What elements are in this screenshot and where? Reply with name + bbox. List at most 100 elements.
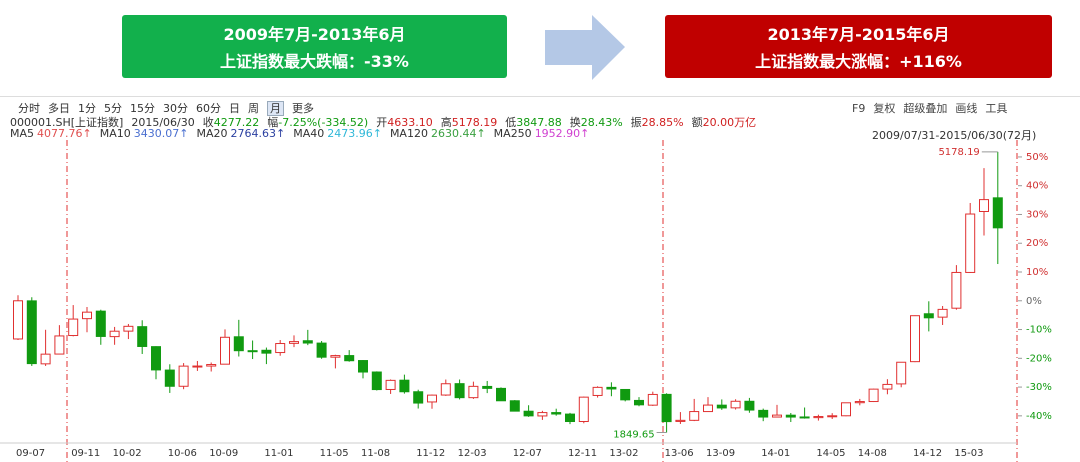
- x-tick-label: 11-01: [264, 448, 293, 459]
- candle-body: [192, 365, 203, 368]
- ma-row: MA5 4077.76↑ MA10 3430.07↑ MA20 2764.63↑ MA40 2…: [10, 127, 597, 140]
- candle-body: [675, 419, 686, 422]
- period-toolbar: 分时 多日 1分 5分 15分 30分 60分日周月更多: [18, 100, 322, 116]
- period-button[interactable]: 日: [229, 102, 240, 115]
- info-label: 收: [202, 116, 214, 129]
- symbol: 000001.SH[上证指数]: [10, 116, 124, 129]
- period-button[interactable]: 月: [267, 101, 284, 116]
- x-tick-label: 14-01: [761, 448, 790, 459]
- x-tick-label: 13-02: [609, 448, 638, 459]
- banner-left: 2009年7月-2013年6月 上证指数最大跌幅：-33%: [122, 15, 507, 78]
- y-tick-label: 20%: [1026, 238, 1048, 249]
- period-button[interactable]: 15分: [130, 102, 155, 115]
- period-button[interactable]: 周: [248, 102, 259, 115]
- period-button[interactable]: 30分: [163, 102, 188, 115]
- candle-body: [634, 399, 644, 406]
- max-label: 5178.19: [938, 147, 979, 158]
- ma-value: 1952.90↑: [534, 127, 590, 140]
- info-field: 振28.85%: [631, 116, 684, 129]
- candle-body: [109, 330, 120, 338]
- ma-value: 2630.44↑: [430, 127, 486, 140]
- y-tick-label: 40%: [1026, 181, 1048, 192]
- tool-button[interactable]: 画线: [955, 102, 978, 115]
- candle-body: [371, 371, 382, 391]
- x-tick-label: 13-09: [706, 448, 735, 459]
- ma-name: MA10: [99, 127, 131, 140]
- candle-body: [68, 318, 79, 337]
- y-tick-label: -40%: [1026, 411, 1052, 422]
- info-value: 20.00万亿: [702, 116, 757, 129]
- info-field: 额20.00万亿: [692, 116, 757, 129]
- period-button[interactable]: 5分: [104, 102, 122, 115]
- info-label: 开: [376, 116, 388, 129]
- ma-value: 4077.76↑: [37, 127, 92, 140]
- x-tick-label: 11-08: [361, 448, 390, 459]
- candle-body: [54, 335, 65, 355]
- candle-body: [496, 387, 506, 402]
- ma-name: MA250: [493, 127, 532, 140]
- info-field: 低3847.88: [505, 116, 562, 129]
- banner-period: 2009年7月-2013年6月: [223, 24, 406, 44]
- candle-body: [868, 388, 879, 403]
- tool-button[interactable]: F9: [852, 102, 866, 115]
- candle-body: [979, 199, 989, 212]
- candle-body: [537, 412, 548, 417]
- period-button[interactable]: 多日: [48, 102, 70, 115]
- separator: [0, 96, 1080, 97]
- candle-body: [123, 325, 134, 332]
- candle-body: [565, 413, 575, 423]
- candle-body: [302, 340, 313, 344]
- banner-right: 2013年7月-2015年6月 上证指数最大涨幅：+116%: [665, 15, 1052, 78]
- range-label: 2009/07/31-2015/06/30(72月): [872, 129, 1037, 142]
- x-tick-label: 13-06: [665, 448, 694, 459]
- x-tick-label: 12-03: [458, 448, 487, 459]
- candle-body: [82, 311, 92, 320]
- candle-body: [261, 349, 272, 354]
- y-tick-label: -10%: [1026, 325, 1052, 336]
- period-button[interactable]: 分时: [18, 102, 40, 115]
- x-tick-label: 14-12: [913, 448, 942, 459]
- ma-value: 3430.07↑: [133, 127, 189, 140]
- candle-body: [523, 410, 534, 417]
- info-value: 4277.22: [213, 116, 260, 129]
- candle-body: [275, 343, 286, 354]
- info-label: 振: [630, 116, 642, 129]
- candle-body: [758, 409, 769, 418]
- candle-body: [647, 393, 658, 406]
- x-tick-label: 10-02: [113, 448, 142, 459]
- x-tick-label: 12-11: [568, 448, 597, 459]
- info-value: 5178.19: [451, 116, 498, 129]
- candle-body: [785, 414, 796, 418]
- candle-body: [854, 401, 865, 404]
- x-tick-label: 11-05: [320, 448, 349, 459]
- ma-value: 2473.96↑: [327, 127, 382, 140]
- info-field: 换28.43%: [570, 116, 623, 129]
- ma-name: MA5: [10, 127, 35, 140]
- banner-text: 上证指数最大跌幅：-33%: [220, 52, 409, 72]
- date: 2015/06/30: [131, 116, 195, 129]
- info-value: 28.43%: [580, 116, 623, 129]
- candle-body: [620, 388, 631, 401]
- info-field: 高5178.19: [441, 116, 498, 129]
- candle-body: [661, 393, 672, 423]
- tool-button[interactable]: 超级叠加: [903, 102, 948, 115]
- tool-button[interactable]: 工具: [985, 102, 1008, 115]
- tool-toolbar: F9 复权 超级叠加 画线 工具: [852, 100, 1015, 116]
- info-field: 开4633.10: [376, 116, 433, 129]
- candle-body: [220, 336, 230, 365]
- candle-body: [772, 414, 782, 418]
- period-button[interactable]: 更多: [292, 102, 314, 115]
- banner-period: 2013年7月-2015年6月: [767, 24, 950, 44]
- tool-button[interactable]: 复权: [873, 102, 896, 115]
- candle-body: [578, 396, 589, 423]
- y-tick-label: -30%: [1026, 382, 1052, 393]
- period-button[interactable]: 60分: [196, 102, 221, 115]
- candle-body: [330, 355, 341, 358]
- x-tick-label: 14-05: [816, 448, 845, 459]
- candle-body: [841, 402, 851, 417]
- info-field: 幅-7.25%(-334.52): [267, 116, 368, 129]
- x-tick-label: 12-07: [513, 448, 542, 459]
- info-value: 28.85%: [641, 116, 684, 129]
- period-button[interactable]: 1分: [78, 102, 96, 115]
- candle-body: [813, 416, 824, 419]
